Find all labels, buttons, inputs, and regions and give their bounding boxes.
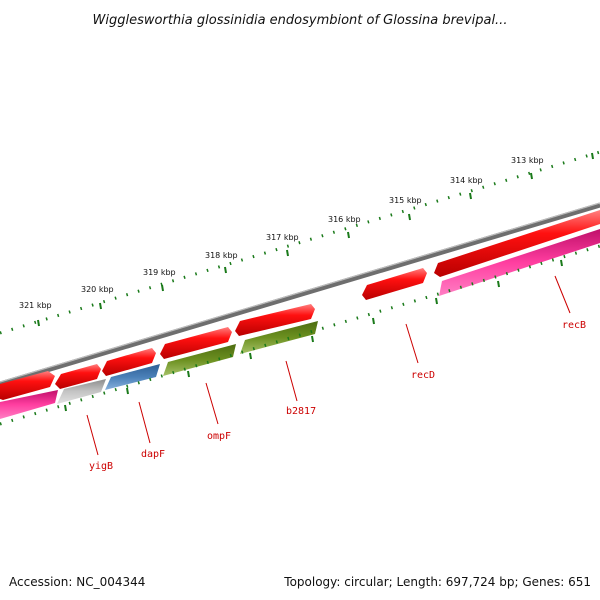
major-tick xyxy=(286,249,289,257)
kbp-label: 319 kbp xyxy=(143,268,176,277)
gene-arrow-ompF[interactable] xyxy=(163,344,236,376)
gene-arrow-recB[interactable] xyxy=(434,210,600,277)
gene-arrow-recD[interactable] xyxy=(362,268,427,300)
gene-label-ompF[interactable]: ompF xyxy=(207,431,231,442)
outer-minor-ticks xyxy=(0,150,600,335)
major-tick xyxy=(126,387,129,395)
major-tick xyxy=(408,213,411,221)
backbone xyxy=(0,202,600,387)
major-tick xyxy=(161,284,164,292)
gene-arrow-dapF[interactable] xyxy=(105,364,160,390)
gene-label-recB[interactable]: recB xyxy=(562,320,586,331)
kbp-label: 314 kbp xyxy=(450,176,483,185)
backbone-line xyxy=(0,202,600,387)
gene-arrow-yigB[interactable] xyxy=(57,379,106,404)
major-tick xyxy=(187,370,190,378)
inner-minor-ticks xyxy=(0,244,600,426)
gene-labels: yigB dapF ompF b2817 recD recB xyxy=(89,320,586,472)
gene-label-yigB[interactable]: yigB xyxy=(89,461,113,472)
major-tick xyxy=(249,352,252,360)
major-tick xyxy=(99,302,102,310)
kbp-label: 317 kbp xyxy=(266,233,299,242)
leader-line xyxy=(138,401,151,444)
kbp-label: 318 kbp xyxy=(205,251,238,260)
gene-label-b2817[interactable]: b2817 xyxy=(286,406,316,417)
scale-labels: 321 kbp 320 kbp 319 kbp 318 kbp 317 kbp … xyxy=(19,156,544,310)
kbp-label: 315 kbp xyxy=(389,196,422,205)
inner-scale-ticks xyxy=(0,244,600,426)
leader-line xyxy=(554,275,571,314)
kbp-label: 321 kbp xyxy=(19,301,52,310)
gene-label-recD[interactable]: recD xyxy=(411,370,435,381)
gene-arrow[interactable] xyxy=(160,327,232,359)
major-tick xyxy=(435,297,438,305)
leader-line xyxy=(86,414,99,456)
major-tick xyxy=(64,404,67,412)
map-title: Wigglesworthia glossinidia endosymbiont … xyxy=(93,13,508,28)
leader-line xyxy=(405,323,419,364)
major-tick xyxy=(311,335,314,343)
leader-line xyxy=(285,360,298,402)
leader-line xyxy=(205,382,219,425)
kbp-label: 313 kbp xyxy=(511,156,544,165)
major-tick xyxy=(497,280,500,288)
gene-arrow[interactable] xyxy=(0,371,55,400)
accession-text: Accession: NC_004344 xyxy=(9,575,145,589)
forward-strand xyxy=(0,210,600,400)
genome-summary-text: Topology: circular; Length: 697,724 bp; … xyxy=(283,575,591,589)
label-leaders xyxy=(86,275,571,456)
major-tick xyxy=(469,192,472,200)
kbp-label: 316 kbp xyxy=(328,215,361,224)
gene-arrow[interactable] xyxy=(0,390,58,419)
gene-arrow[interactable] xyxy=(55,364,101,389)
major-tick xyxy=(37,319,40,327)
reverse-strand xyxy=(0,229,600,419)
backbone-highlight xyxy=(0,202,600,383)
kbp-label: 320 kbp xyxy=(81,285,114,294)
major-tick xyxy=(372,317,375,325)
major-tick xyxy=(347,231,350,239)
gene-arrow[interactable] xyxy=(439,229,600,296)
gene-arrow-b2817[interactable] xyxy=(240,321,318,354)
gene-label-dapF[interactable]: dapF xyxy=(141,449,165,460)
gene-arrow[interactable] xyxy=(235,304,315,336)
major-tick xyxy=(224,266,227,274)
major-tick xyxy=(530,172,533,180)
major-tick xyxy=(560,259,563,267)
major-tick xyxy=(591,152,594,160)
outer-scale-ticks xyxy=(0,150,600,335)
gene-arrow[interactable] xyxy=(102,348,156,376)
